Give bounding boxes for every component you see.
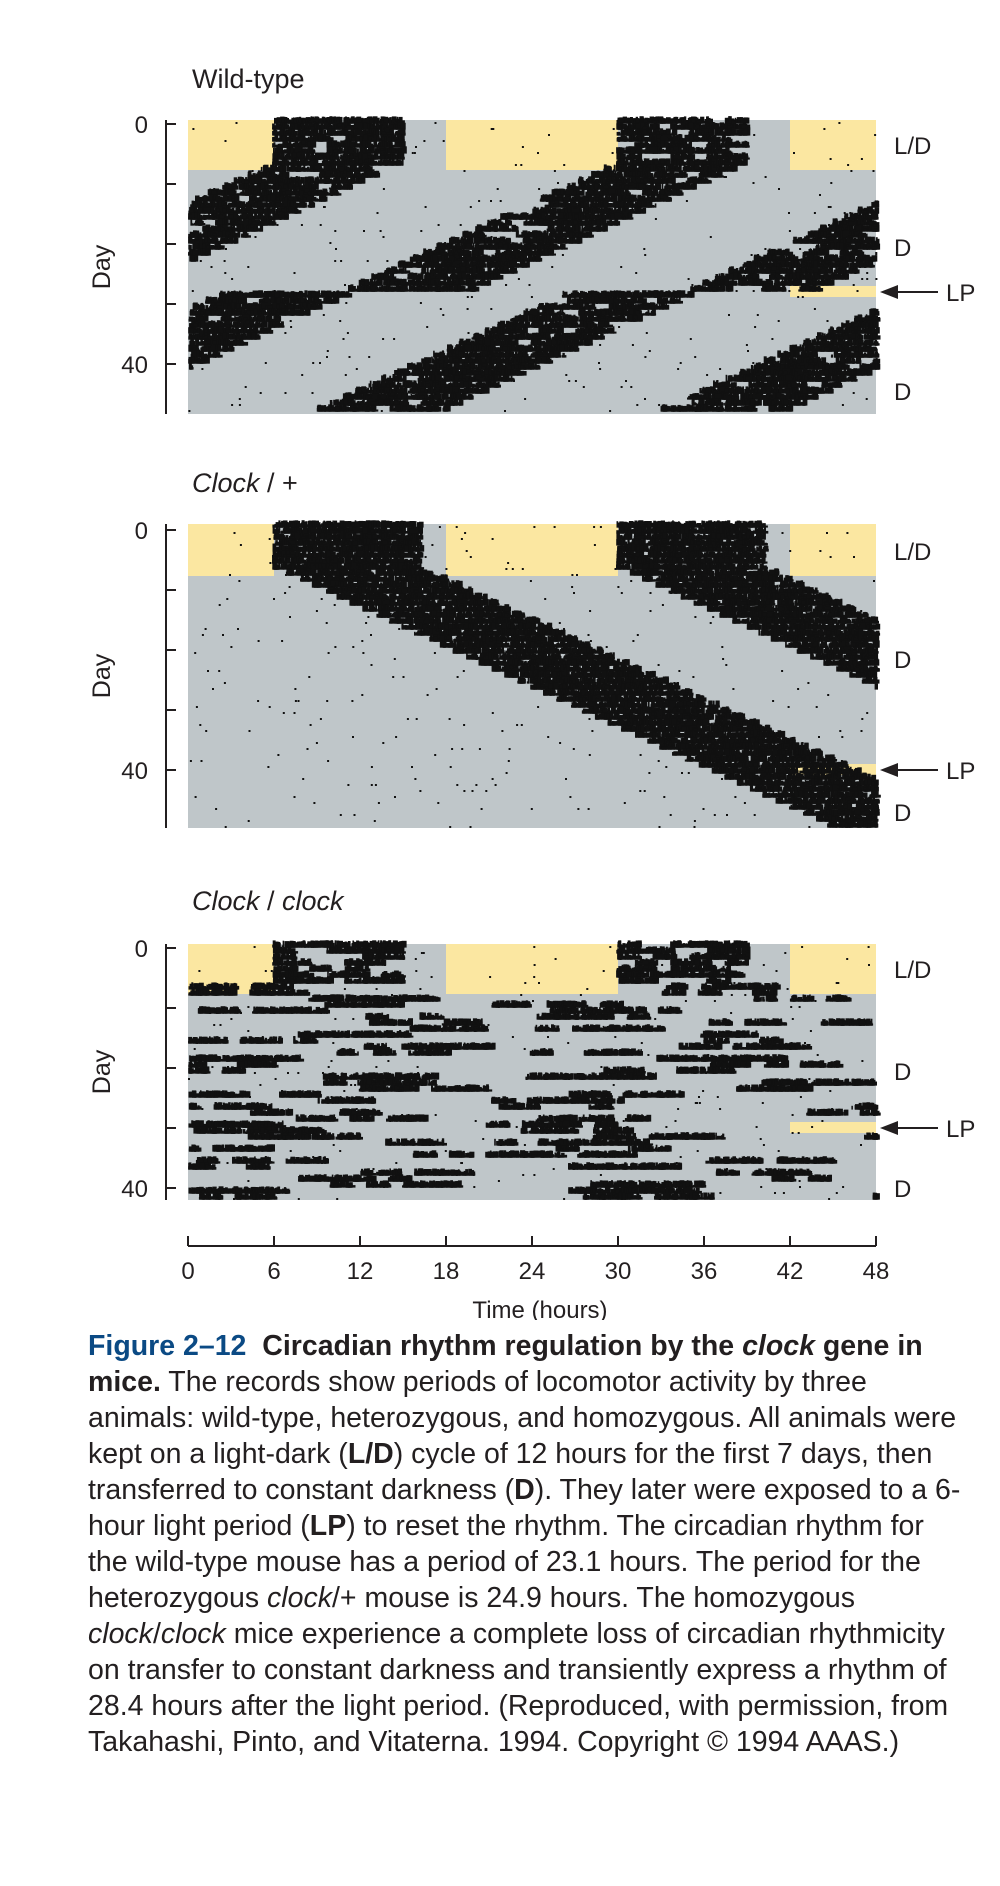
time-tick-label: 48 [863,1258,890,1285]
day-axis: 0 40 Day [88,518,176,828]
phase-label: D [894,235,911,262]
figure-number: Figure 2–12 [88,1330,246,1362]
panel-title: Clock / + [192,468,298,498]
time-axis-label: Time (hours) [472,1297,607,1320]
day-tick-label-0: 0 [135,936,148,963]
day-tick-label-0: 0 [135,518,148,545]
time-tick-label: 12 [347,1258,374,1285]
time-tick-label: 6 [267,1258,280,1285]
day-tick-label-0: 0 [135,112,148,139]
time-tick-label: 42 [777,1258,804,1285]
light-phase [790,944,876,994]
arrowhead-icon [880,763,898,777]
actogram-panel-3: Clock / clock 0 40 Day L/D D D LP [88,886,975,1203]
day-tick-label-40: 40 [121,758,148,785]
phase-label: L/D [894,133,931,160]
lp-label: LP [946,758,975,785]
day-axis-label: Day [88,1049,116,1094]
day-axis-label: Day [88,244,116,289]
light-phase [446,944,618,994]
actogram-panel-1: Wild-type 0 40 Day L/D D D LP [88,64,975,414]
lp-label: LP [946,280,975,307]
phase-label: D [894,1176,911,1203]
actogram-figure: Wild-type 0 40 Day L/D D D LP Clock / + 0 40 Day L/D… [0,0,1000,1320]
light-phase [446,120,618,170]
day-tick-label-40: 40 [121,352,148,379]
day-axis: 0 40 Day [88,936,176,1203]
light-phase [188,524,274,576]
panel-title: Wild-type [192,64,305,94]
day-axis-label: Day [88,653,116,698]
phase-label: L/D [894,957,931,984]
day-tick-label-40: 40 [121,1176,148,1203]
phase-label: D [894,800,911,827]
time-tick-label: 0 [181,1258,194,1285]
arrowhead-icon [880,1121,898,1135]
phase-label: L/D [894,539,931,566]
phase-label: D [894,1059,911,1086]
light-phase [188,120,274,170]
day-axis: 0 40 Day [88,112,176,414]
time-tick-label: 18 [433,1258,460,1285]
arrowhead-icon [880,285,898,299]
lp-label: LP [946,1116,975,1143]
light-phase [790,120,876,170]
phase-label: D [894,647,911,674]
time-tick-label: 24 [519,1258,546,1285]
time-axis: 0 6 12 18 24 30 36 42 48 Time (hours) [181,1236,889,1320]
figure-caption: Figure 2–12 Circadian rhythm regulation … [88,1328,968,1760]
actogram-panel-2: Clock / + 0 40 Day L/D D D LP [88,468,975,828]
light-phase [790,524,876,576]
time-tick-label: 30 [605,1258,632,1285]
light-phase [446,524,618,576]
phase-label: D [894,379,911,406]
time-tick-label: 36 [691,1258,718,1285]
panel-title: Clock / clock [192,886,345,916]
light-pulse-band [790,1122,876,1133]
